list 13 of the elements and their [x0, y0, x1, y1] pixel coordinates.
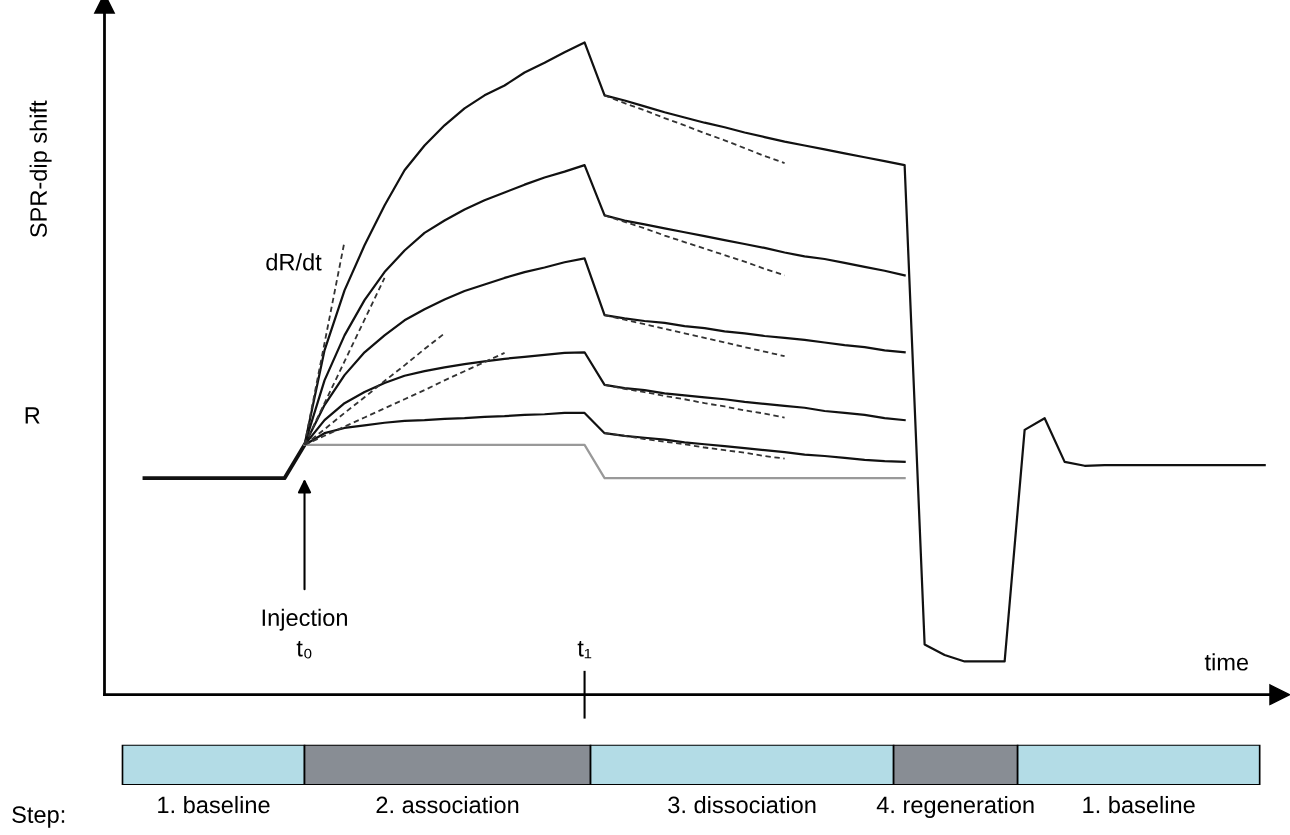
x-tick-label: t₁	[577, 641, 592, 659]
y-axis-title: SPR-dip shift	[29, 100, 52, 238]
x-tick-label: t₀	[296, 641, 312, 659]
text: 4. regeneration	[876, 795, 1034, 818]
x-axis-title: time	[1204, 653, 1249, 671]
text: Step:	[12, 806, 65, 828]
text: 1. baseline	[1083, 795, 1195, 814]
text: 2. association	[376, 795, 519, 814]
text: 1. baseline	[158, 795, 270, 814]
text: R	[25, 407, 40, 424]
text: 3. dissociation	[668, 795, 816, 814]
annotation: dR/dt	[266, 253, 322, 271]
annotation: Injection	[262, 608, 347, 631]
